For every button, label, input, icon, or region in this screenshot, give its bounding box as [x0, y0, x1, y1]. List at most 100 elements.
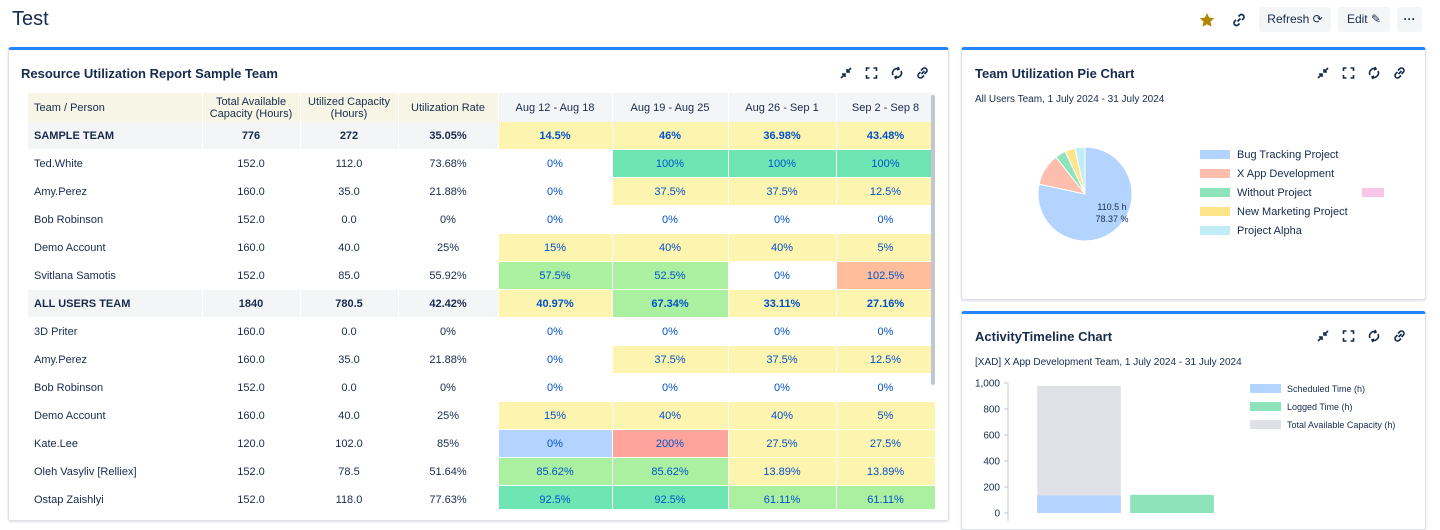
link-icon[interactable]: [1231, 12, 1247, 28]
week-cell: 92.5%: [498, 485, 613, 509]
expand-icon[interactable]: [1342, 330, 1355, 342]
value-cell: 42.42%: [398, 289, 499, 318]
scrollbar[interactable]: [931, 95, 935, 385]
value-cell: 272: [300, 122, 399, 150]
value-cell: 160.0: [202, 345, 301, 374]
week-cell: 36.98%: [728, 122, 837, 150]
week-cell: 12.5%: [836, 345, 935, 374]
week-cell: 61.11%: [728, 485, 837, 509]
minimize-icon[interactable]: [840, 67, 852, 79]
week-cell: 0%: [612, 205, 729, 234]
minimize-icon[interactable]: [1317, 330, 1329, 342]
table-row: Amy.Perez 160.0 35.0 21.88% 0% 37.5% 37.5% 12.5…: [28, 177, 935, 206]
value-cell: 73.68%: [398, 149, 499, 178]
table-row: Demo Account 160.0 40.0 25% 15% 40% 40% 5%: [28, 401, 935, 430]
week-cell: 92.5%: [612, 485, 729, 509]
refresh-button[interactable]: Refresh ⟳: [1259, 7, 1331, 32]
week-cell: 33.11%: [728, 289, 837, 318]
week-cell: 0%: [498, 317, 613, 346]
button-label: Refresh: [1267, 12, 1310, 26]
legend-swatch: [1362, 188, 1384, 197]
name-cell: Amy.Perez: [28, 177, 203, 206]
value-cell: 51.64%: [398, 457, 499, 486]
y-tick-label: 600: [983, 431, 1000, 442]
value-cell: 160.0: [202, 233, 301, 262]
week-cell: 102.5%: [836, 261, 935, 290]
week-cell: 85.62%: [498, 457, 613, 486]
column-header: Aug 12 - Aug 18: [498, 93, 613, 122]
week-cell: 0%: [498, 373, 613, 402]
week-cell: 5%: [836, 233, 935, 262]
value-cell: 85.0: [300, 261, 399, 290]
value-cell: 21.88%: [398, 345, 499, 374]
link-icon[interactable]: [1394, 330, 1405, 342]
week-cell: 14.5%: [498, 122, 613, 150]
week-cell: 0%: [836, 373, 935, 402]
expand-icon[interactable]: [1342, 67, 1355, 79]
table-row: SAMPLE TEAM 776 272 35.05% 14.5% 46% 36.98% 43.…: [28, 122, 935, 150]
y-tick-label: 1,000: [975, 379, 1000, 390]
value-cell: 152.0: [202, 373, 301, 402]
name-cell: Svitlana Samotis: [28, 261, 203, 290]
value-cell: 112.0: [300, 149, 399, 178]
legend-label: Without Project: [1237, 187, 1312, 199]
week-cell: 40%: [728, 233, 837, 262]
value-cell: 55.92%: [398, 261, 499, 290]
page-title: Test: [12, 8, 49, 30]
legend-swatch: [1200, 226, 1230, 235]
legend-swatch: [1200, 169, 1230, 178]
edit-button[interactable]: Edit ✎: [1338, 7, 1390, 32]
name-cell: Oleh Vasyliv [Relliex]: [28, 457, 203, 486]
panel-subtitle: All Users Team, 1 July 2024 - 31 July 20…: [975, 94, 1165, 105]
column-header: Team / Person: [28, 93, 203, 122]
week-cell: 0%: [728, 317, 837, 346]
value-cell: 102.0: [300, 429, 399, 458]
week-cell: 0%: [728, 261, 837, 290]
value-cell: 40.0: [300, 401, 399, 430]
refresh-icon[interactable]: [1368, 329, 1380, 343]
week-cell: 43.48%: [836, 122, 935, 150]
minimize-icon[interactable]: [1317, 67, 1329, 79]
legend-label: Bug Tracking Project: [1237, 149, 1339, 161]
refresh-icon[interactable]: [1368, 66, 1380, 80]
legend-label: Scheduled Time (h): [1287, 384, 1365, 394]
week-cell: 40.97%: [498, 289, 613, 318]
refresh-icon[interactable]: [891, 66, 903, 80]
name-cell: ALL USERS TEAM: [28, 289, 203, 318]
pie-panel: [961, 47, 1426, 300]
expand-icon[interactable]: [865, 67, 878, 79]
bar: [1130, 494, 1214, 513]
table-row: Ted.White 152.0 112.0 73.68% 0% 100% 100% 100%: [28, 149, 935, 178]
week-cell: 0%: [498, 429, 613, 458]
y-tick-label: 400: [983, 457, 1000, 468]
star-icon[interactable]: [1199, 12, 1215, 28]
table-wrapper: Team / Person Total Available Capacity (H…: [28, 93, 935, 509]
value-cell: 152.0: [202, 457, 301, 486]
week-cell: 57.5%: [498, 261, 613, 290]
table-row: 3D Priter 160.0 0.0 0% 0% 0% 0% 0%: [28, 317, 935, 346]
week-cell: 0%: [498, 149, 613, 178]
table-row: Demo Account 160.0 40.0 25% 15% 40% 40% 5%: [28, 233, 935, 262]
column-header: Sep 2 - Sep 8: [836, 93, 935, 122]
legend-label: Logged Time (h): [1287, 402, 1353, 412]
value-cell: 152.0: [202, 205, 301, 234]
link-icon[interactable]: [917, 67, 928, 79]
table-row: Bob Robinson 152.0 0.0 0% 0% 0% 0% 0%: [28, 205, 935, 234]
column-header: Aug 26 - Sep 1: [728, 93, 837, 122]
button-label: Edit: [1346, 12, 1368, 26]
name-cell: Ted.White: [28, 149, 203, 178]
table-row: Amy.Perez 160.0 35.0 21.88% 0% 37.5% 37.5% 12.5…: [28, 345, 935, 374]
week-cell: 13.89%: [836, 457, 935, 486]
value-cell: 0.0: [300, 317, 399, 346]
value-cell: 25%: [398, 233, 499, 262]
week-cell: 27.5%: [728, 429, 837, 458]
name-cell: SAMPLE TEAM: [28, 122, 203, 150]
value-cell: 35.0: [300, 177, 399, 206]
link-icon[interactable]: [1394, 67, 1405, 79]
week-cell: 37.5%: [728, 177, 837, 206]
more-button[interactable]: ···: [1397, 7, 1422, 32]
legend-label: X App Development: [1237, 168, 1334, 180]
legend-label: Project Alpha: [1237, 225, 1303, 237]
week-cell: 12.5%: [836, 177, 935, 206]
